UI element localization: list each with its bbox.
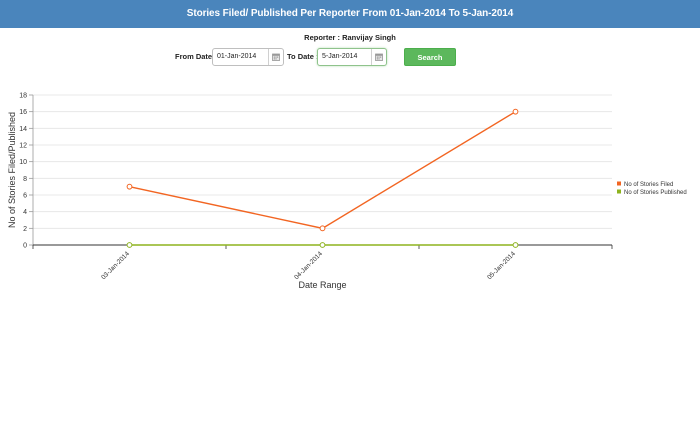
to-date-value: 5-Jan-2014 [322, 53, 358, 60]
from-date-label: From Date : [175, 52, 217, 61]
y-tick-label: 10 [19, 159, 27, 166]
from-date-value: 01-Jan-2014 [217, 53, 257, 60]
y-tick-label: 18 [19, 93, 27, 100]
search-button[interactable]: Search [404, 48, 456, 66]
x-tick-label: 04-Jan-2014 [293, 250, 324, 281]
data-point [126, 183, 133, 190]
series-line [129, 111, 516, 230]
legend-swatch [617, 189, 621, 194]
y-tick-label: 8 [23, 176, 27, 183]
data-point [512, 242, 519, 248]
page-title: Stories Filed/ Published Per Reporter Fr… [0, 0, 700, 28]
y-tick-label: 12 [19, 143, 27, 150]
x-axis-title: Date Range [298, 280, 346, 290]
calendar-icon[interactable] [371, 49, 386, 65]
y-tick-label: 2 [23, 226, 27, 233]
y-tick-label: 4 [23, 209, 27, 216]
data-point [512, 108, 519, 115]
legend-label: No of Stories Published [624, 190, 687, 196]
legend-label: No of Stories Filed [624, 182, 673, 188]
y-tick-label: 6 [23, 193, 27, 200]
x-tick-label: 05-Jan-2014 [486, 250, 517, 281]
x-tick-label: 03-Jan-2014 [100, 250, 131, 281]
y-tick-label: 14 [19, 126, 27, 133]
y-axis-title: No of Stories Filed/Published [7, 112, 17, 228]
reporter-label: Reporter : Ranvijay Singh [304, 33, 396, 42]
to-date-input[interactable]: 5-Jan-2014 [317, 48, 387, 66]
y-tick-label: 0 [23, 243, 27, 250]
y-tick-label: 16 [19, 109, 27, 116]
from-date-input[interactable]: 01-Jan-2014 [212, 48, 284, 66]
calendar-icon[interactable] [268, 49, 283, 65]
data-point [126, 242, 133, 248]
to-date-label: To Date : [287, 52, 319, 61]
data-point [319, 242, 326, 248]
legend-swatch [617, 181, 621, 186]
data-point [319, 225, 326, 232]
